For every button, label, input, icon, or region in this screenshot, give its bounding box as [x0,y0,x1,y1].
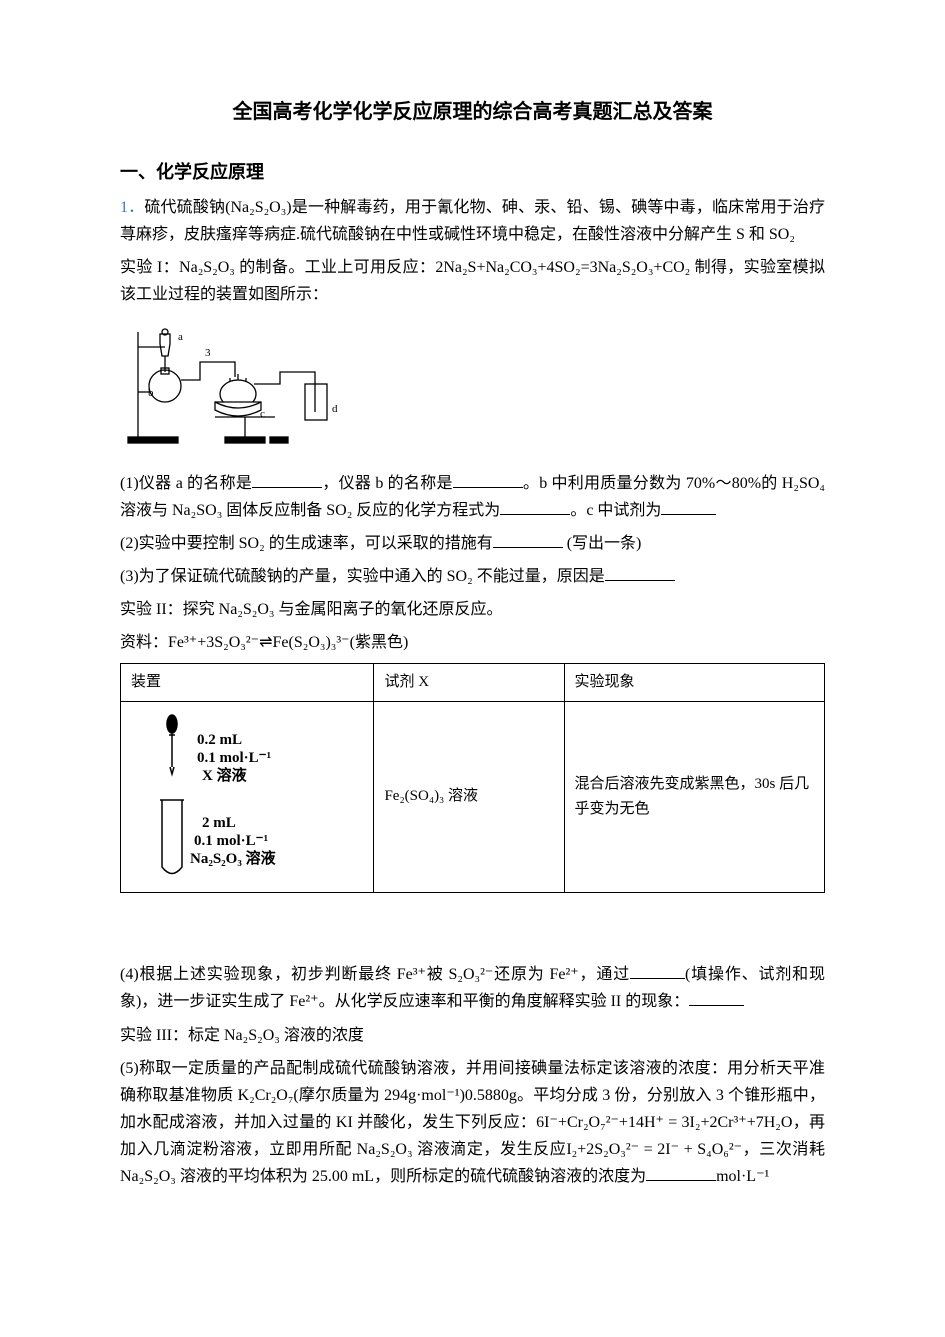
blank [646,1165,716,1181]
blank [493,532,563,548]
blank [252,472,322,488]
section-heading: 一、化学反应原理 [120,157,825,188]
svg-label: 2 mL [202,815,236,831]
q5-text-b: mol·L⁻¹ [716,1168,769,1185]
q1-text-b: ，仪器 b 的名称是 [322,475,453,492]
q2-text-b: (写出一条) [563,535,642,552]
svg-label: 0.1 mol·L⁻¹ [197,750,271,766]
q2-text-a: (2)实验中要控制 SO₂ 的生成速率，可以采取的措施有 [120,535,493,552]
blank [661,499,716,515]
table-row: 0.2 mL 0.1 mol·L⁻¹ X 溶液 2 mL 0.1 mol·L⁻¹… [121,702,825,893]
experiment1-label: 实验 I：Na₂S₂O₃ 的制备。工业上可用反应：2Na₂S+Na₂CO₃+4S… [120,254,825,308]
table-header: 实验现象 [564,663,824,702]
question-2: (2)实验中要控制 SO₂ 的生成速率，可以采取的措施有 (写出一条) [120,530,825,557]
q1-text-a: (1)仪器 a 的名称是 [120,475,252,492]
intro-text: 硫代硫酸钠(Na₂S₂O₃)是一种解毒药，用于氰化物、砷、汞、铅、锡、碘等中毒，… [120,199,825,243]
svg-text:a: a [178,331,183,343]
svg-text:c: c [260,408,265,420]
svg-label: X 溶液 [202,766,248,784]
dropper-diagram: 0.2 mL 0.1 mol·L⁻¹ X 溶液 2 mL 0.1 mol·L⁻¹… [142,712,352,882]
svg-label: 0.1 mol·L⁻¹ [194,833,268,849]
svg-text:3: 3 [205,347,211,359]
svg-text:d: d [332,403,338,415]
table-cell-phenomenon: 混合后溶液先变成紫黑色，30s 后几乎变为无色 [564,702,824,893]
experiment-table: 装置 试剂 X 实验现象 0.2 mL 0.1 mol·L⁻¹ X 溶液 [120,663,825,894]
q1-text-d: 。c 中试剂为 [570,502,661,519]
q4-text-a: (4)根据上述实验现象，初步判断最终 Fe³⁺被 S₂O₃²⁻还原为 Fe²⁺，… [120,966,630,983]
spacer [120,921,825,961]
svg-label: 0.2 mL [197,732,242,748]
blank [500,499,570,515]
table-row: 装置 试剂 X 实验现象 [121,663,825,702]
page-title: 全国高考化学化学反应原理的综合高考真题汇总及答案 [120,95,825,129]
experiment3-label: 实验 III：标定 Na₂S₂O₃ 溶液的浓度 [120,1022,825,1049]
svg-label: Na₂S₂O₃ 溶液 [190,849,277,867]
blank [689,990,744,1006]
table-cell-apparatus: 0.2 mL 0.1 mol·L⁻¹ X 溶液 2 mL 0.1 mol·L⁻¹… [121,702,374,893]
experiment2-label: 实验 II：探究 Na₂S₂O₃ 与金属阳离子的氧化还原反应。 [120,596,825,623]
question-number: 1． [120,199,144,216]
blank [605,565,675,581]
q5-text-a: (5)称取一定质量的产品配制成硫代硫酸钠溶液，并用间接碘量法标定该溶液的浓度：用… [120,1060,825,1186]
resource-text: 资料：Fe³⁺+3S₂O₃²⁻⇌Fe(S₂O₃)₃³⁻(紫黑色) [120,629,825,656]
question-intro: 1．硫代硫酸钠(Na₂S₂O₃)是一种解毒药，用于氰化物、砷、汞、铅、锡、碘等中… [120,194,825,248]
question-5: (5)称取一定质量的产品配制成硫代硫酸钠溶液，并用间接碘量法标定该溶液的浓度：用… [120,1055,825,1191]
blank [630,963,685,979]
question-4: (4)根据上述实验现象，初步判断最终 Fe³⁺被 S₂O₃²⁻还原为 Fe²⁺，… [120,961,825,1015]
question-3: (3)为了保证硫代硫酸钠的产量，实验中通入的 SO₂ 不能过量，原因是 [120,563,825,590]
question-1: (1)仪器 a 的名称是，仪器 b 的名称是。b 中利用质量分数为 70%～80… [120,470,825,524]
apparatus-diagram: b 3 c d a [120,322,350,452]
table-header: 装置 [121,663,374,702]
q3-text-a: (3)为了保证硫代硫酸钠的产量，实验中通入的 SO₂ 不能过量，原因是 [120,568,605,585]
blank [453,472,523,488]
table-cell-reagent: Fe₂(SO₄)₃ 溶液 [374,702,564,893]
svg-text:b: b [148,387,154,399]
table-header: 试剂 X [374,663,564,702]
